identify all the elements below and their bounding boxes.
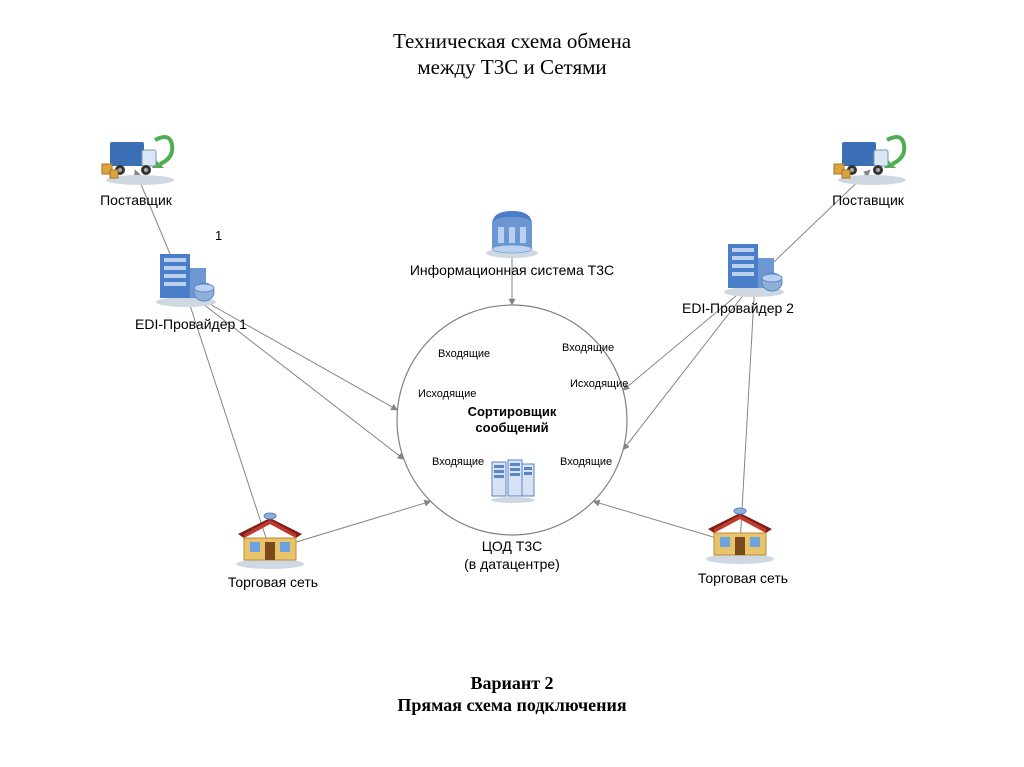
retail-right-label: Торговая сеть: [688, 570, 798, 586]
retail-left-icon: [230, 510, 310, 575]
supplier-left-label: Поставщик: [96, 192, 176, 208]
edi2-label: EDI-Провайдер 2: [682, 300, 822, 316]
port-out-l: Исходящие: [418, 388, 476, 400]
port-in-br: Входящие: [560, 456, 612, 468]
supplier-left-icon: [100, 130, 180, 191]
datacenter-icon: [488, 458, 538, 509]
subtitle-line1: Вариант 2: [0, 672, 1024, 695]
edi1-label: EDI-Провайдер 1: [135, 316, 265, 332]
retail-left-label: Торговая сеть: [218, 574, 328, 590]
port-in-bl: Входящие: [432, 456, 484, 468]
subtitle-line2: Прямая схема подключения: [0, 694, 1024, 717]
port-in-tr: Входящие: [562, 342, 614, 354]
port-in-tl: Входящие: [438, 348, 490, 360]
edi1-building-icon: [150, 248, 222, 313]
sorter-label-1: Сортировщик: [452, 404, 572, 419]
sorter-label-2: сообщений: [452, 420, 572, 435]
port-out-r: Исходящие: [570, 378, 628, 390]
edge-label-1: 1: [215, 228, 222, 243]
supplier-right-label: Поставщик: [828, 192, 908, 208]
retail-right-icon: [700, 505, 780, 570]
info-system-icon: [480, 205, 544, 264]
edi2-building-icon: [718, 238, 790, 303]
supplier-right-icon: [832, 130, 912, 191]
info-system-label: Информационная система Т3С: [400, 262, 624, 278]
diagram-canvas: [0, 0, 1024, 767]
dc-label-1: ЦОД Т3С: [452, 538, 572, 554]
dc-label-2: (в датацентре): [452, 556, 572, 572]
